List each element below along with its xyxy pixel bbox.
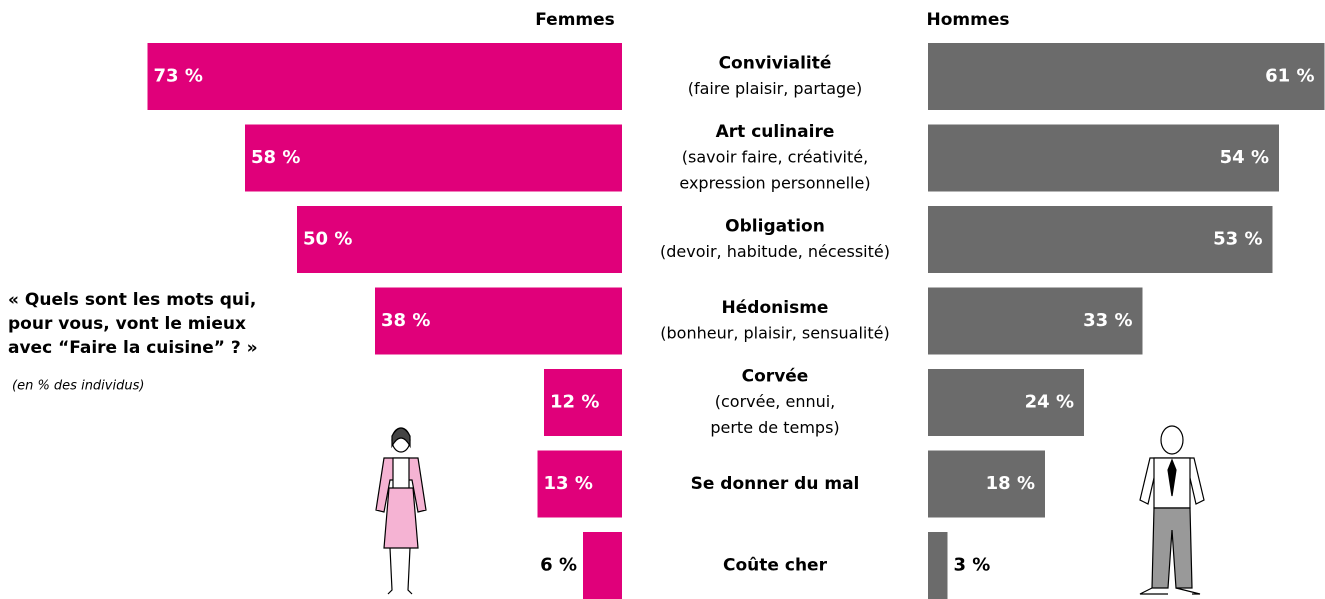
value-label: 50 % [303,229,352,250]
value-label: 73 % [154,66,203,87]
category-label: Coûte cher [723,556,828,576]
value-label: 33 % [1083,310,1132,331]
category-label: Se donner du mal [691,474,860,494]
legend-label: Femmes [535,10,615,30]
chart: Femmes Hommes « Quels sont les mots qui, po… [0,0,1325,599]
category-description: expression personnelle) [679,174,870,193]
question: « Quels sont les mots qui, [8,290,256,310]
value-label: 6 % [540,555,577,576]
man-figure [1140,426,1204,594]
value-label: 3 % [954,555,991,576]
value-label: 13 % [544,473,593,494]
value-label: 38 % [381,310,430,331]
category-description: (savoir faire, créativité, [682,148,868,167]
value-label: 54 % [1220,147,1269,168]
woman-figure [376,428,426,594]
bar [148,43,623,110]
category-label: Convivialité [719,54,832,74]
category-description: (devoir, habitude, nécessité) [660,242,890,261]
category-label: Hédonisme [722,298,829,318]
note: (en % des individus) [12,379,144,394]
value-label: 18 % [986,473,1035,494]
value-label: 12 % [550,392,599,413]
question: pour vous, vont le mieux [8,314,246,334]
legend-label: Hommes [927,10,1010,30]
category-label: Art culinaire [716,122,835,142]
value-label: 24 % [1025,392,1074,413]
value-label: 58 % [251,147,300,168]
question: avec “Faire la cuisine” ? » [8,338,258,358]
value-label: 53 % [1213,229,1262,250]
category-description: (bonheur, plaisir, sensualité) [660,324,889,343]
bar [928,532,948,599]
category-description: (corvée, ennui, [715,392,836,411]
value-label: 61 % [1265,66,1314,87]
bar [245,125,622,192]
category-label: Corvée [742,367,809,387]
category-description: perte de temps) [710,418,839,437]
bar [583,532,622,599]
category-label: Obligation [725,217,825,237]
category-description: (faire plaisir, partage) [688,79,863,98]
